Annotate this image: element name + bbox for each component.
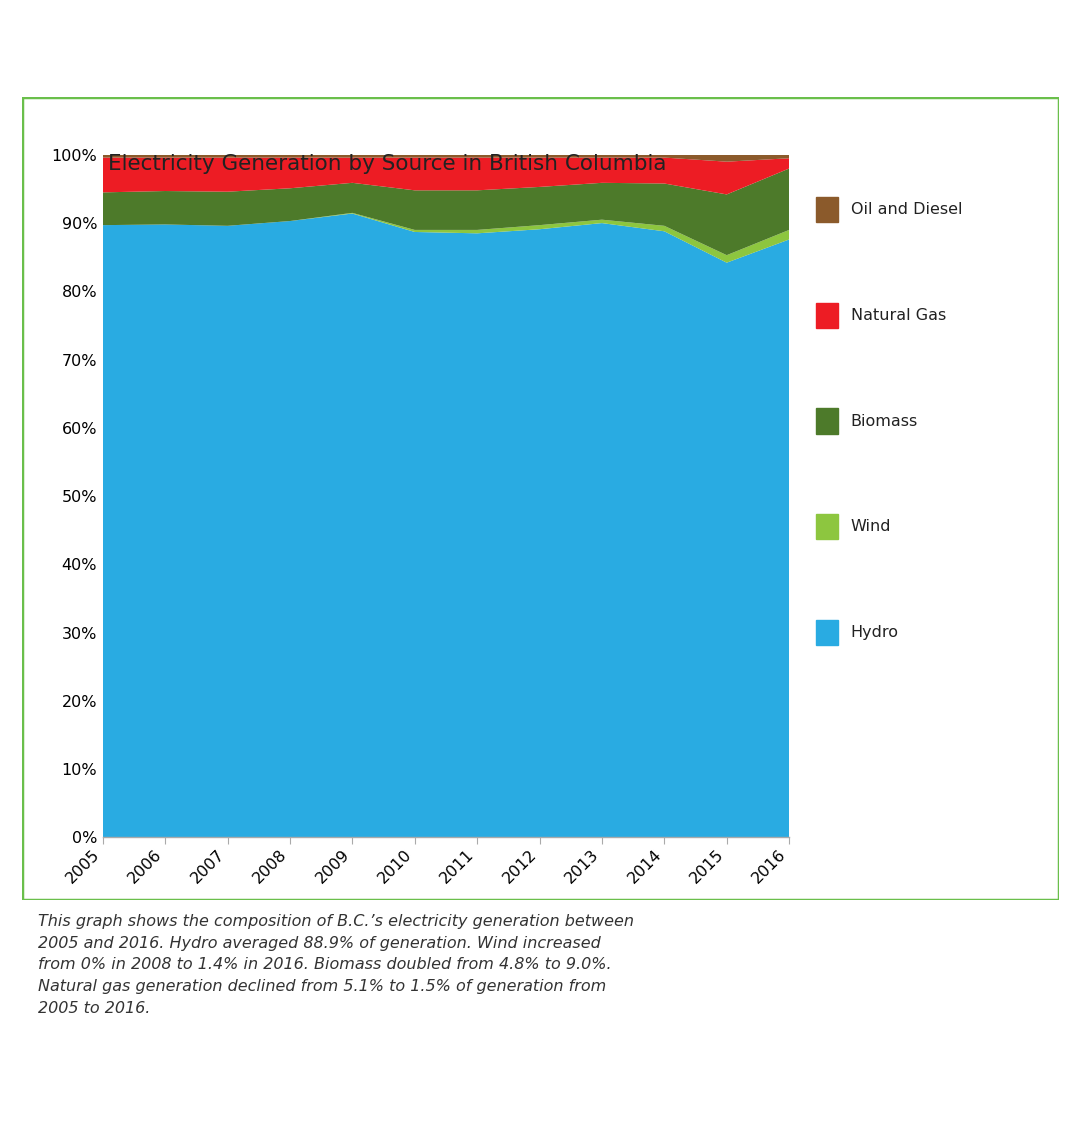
Text: Electricity Generation by Source in British Columbia: Electricity Generation by Source in Brit… <box>108 154 667 173</box>
Text: Hydro: Hydro <box>851 625 898 640</box>
Text: Wind: Wind <box>851 520 891 535</box>
Text: Natural Gas: Natural Gas <box>851 307 946 322</box>
Text: FIGURE 7: FIGURE 7 <box>38 42 196 71</box>
Text: Oil and Diesel: Oil and Diesel <box>851 202 962 217</box>
Text: This graph shows the composition of B.C.’s electricity generation between
2005 a: This graph shows the composition of B.C.… <box>38 914 633 1015</box>
Text: Biomass: Biomass <box>851 414 918 429</box>
